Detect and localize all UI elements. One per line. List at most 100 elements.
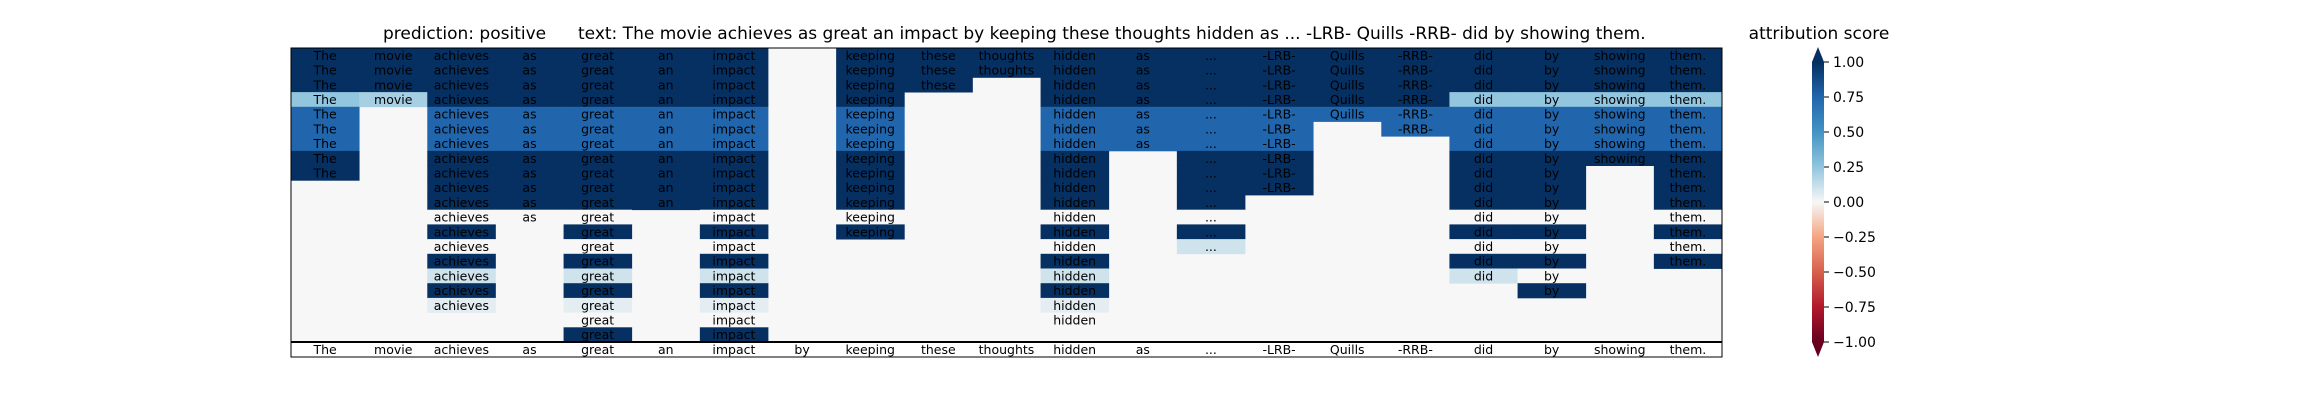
cell-token-label: as <box>1136 107 1150 122</box>
cell-token-label: keeping <box>845 165 894 180</box>
cell-token-label: impact <box>712 136 755 151</box>
heatmap-cell <box>1517 136 1587 152</box>
cell-token-label: Quills <box>1330 63 1365 78</box>
cell-token-label: as <box>1136 136 1150 151</box>
cell-token-label: by <box>1544 63 1560 78</box>
heatmap-cell <box>427 150 496 166</box>
cell-token-label: showing <box>1594 63 1646 78</box>
cell-token-label: movie <box>374 48 413 63</box>
heatmap-cell <box>631 150 701 166</box>
cell-token-label: as <box>522 107 536 122</box>
cell-token-label: great <box>581 268 614 283</box>
heatmap-cell <box>1585 92 1655 108</box>
cell-token-label: keeping <box>845 224 894 239</box>
cell-token-label: The <box>312 151 337 166</box>
heatmap-cell <box>1517 92 1587 108</box>
cell-token-label: an <box>658 151 674 166</box>
heatmap-cell <box>427 165 496 181</box>
cell-token-label: them. <box>1670 136 1707 151</box>
heatmap-cell <box>1517 195 1587 211</box>
cell-token-label: The <box>312 77 337 92</box>
cell-token-label: did <box>1474 268 1493 283</box>
heatmap-cell <box>836 77 905 93</box>
heatmap-cell <box>1585 150 1655 166</box>
cell-token-label: did <box>1474 92 1493 107</box>
heatmap-cell <box>563 239 633 255</box>
cell-token-label: did <box>1474 210 1493 225</box>
heatmap-cell <box>1449 224 1518 240</box>
cell-token-label: keeping <box>845 121 894 136</box>
heatmap-cell <box>427 48 496 64</box>
heatmap-cell <box>1449 239 1518 255</box>
cell-token-label: impact <box>712 239 755 254</box>
heatmap-cell-labels: The movie achieves as great an impact keeping th… <box>312 48 1706 342</box>
heatmap-cell <box>699 136 769 152</box>
token-label: achieves <box>434 342 489 357</box>
cell-token-label: hidden <box>1053 107 1096 122</box>
heatmap-cell <box>1653 195 1723 211</box>
heatmap-cell <box>563 253 633 269</box>
heatmap-cell <box>291 62 360 78</box>
heatmap-cell <box>631 165 701 181</box>
cell-token-label: great <box>581 48 614 63</box>
cell-token-label: great <box>581 298 614 313</box>
heatmap-cell <box>427 253 496 269</box>
cell-token-label: great <box>581 165 614 180</box>
cell-token-label: achieves <box>434 151 489 166</box>
cell-token-label: them. <box>1670 121 1707 136</box>
heatmap-cell <box>836 209 905 225</box>
cell-token-label: hidden <box>1053 254 1096 269</box>
cell-token-label: by <box>1544 283 1560 298</box>
cell-token-label: hidden <box>1053 180 1096 195</box>
cell-token-label: impact <box>712 48 755 63</box>
heatmap-cell <box>1040 136 1110 152</box>
cell-token-label: showing <box>1594 48 1646 63</box>
token-label: them. <box>1670 342 1707 357</box>
heatmap-cell <box>904 62 973 78</box>
cell-token-label: great <box>581 312 614 327</box>
cell-token-label: them. <box>1670 107 1707 122</box>
heatmap-cell <box>427 77 496 93</box>
heatmap-cell <box>1176 239 1246 255</box>
heatmap-cell <box>836 92 905 108</box>
heatmap-cell <box>1653 253 1723 269</box>
heatmap-cell <box>291 165 360 181</box>
heatmap-cell <box>1040 224 1110 240</box>
cell-token-label: impact <box>712 254 755 269</box>
token-label: hidden <box>1053 342 1096 357</box>
cell-token-label: did <box>1474 224 1493 239</box>
cell-token-label: hidden <box>1053 312 1096 327</box>
cell-token-label: achieves <box>434 210 489 225</box>
cell-token-label: achieves <box>434 136 489 151</box>
heatmap-cell <box>563 283 633 299</box>
cell-token-label: great <box>581 180 614 195</box>
cell-token-label: great <box>581 224 614 239</box>
heatmap-cell <box>1653 136 1723 152</box>
heatmap-cell <box>1653 77 1723 93</box>
colorbar-ticks: 1.00 0.75 0.50 0.25 0.00 −0.25 −0.50 −0.75 −1.00 <box>1824 55 1876 351</box>
colorbar-max-arrow <box>1812 47 1824 62</box>
token-label: impact <box>712 342 755 357</box>
heatmap-cell <box>904 77 973 93</box>
heatmap-cell <box>1653 239 1723 255</box>
cell-token-label: great <box>581 77 614 92</box>
cell-token-label: ... <box>1205 165 1217 180</box>
heatmap-cell <box>699 268 769 284</box>
cell-token-label: an <box>658 92 674 107</box>
heatmap-cell <box>1245 62 1314 78</box>
cell-token-label: The <box>312 165 337 180</box>
cell-token-label: impact <box>712 92 755 107</box>
cell-token-label: them. <box>1670 180 1707 195</box>
cell-token-label: these <box>921 63 956 78</box>
token-label: an <box>658 342 674 357</box>
heatmap-cell <box>1449 268 1518 284</box>
cell-token-label: The <box>312 121 337 136</box>
cell-token-label: showing <box>1594 92 1646 107</box>
heatmap-cell <box>1585 136 1655 152</box>
heatmap-cell <box>1176 180 1246 196</box>
cell-token-label: an <box>658 121 674 136</box>
heatmap-cells <box>291 48 1723 343</box>
text-title: text: The movie achieves as great an imp… <box>578 24 1646 44</box>
cell-token-label: as <box>522 180 536 195</box>
